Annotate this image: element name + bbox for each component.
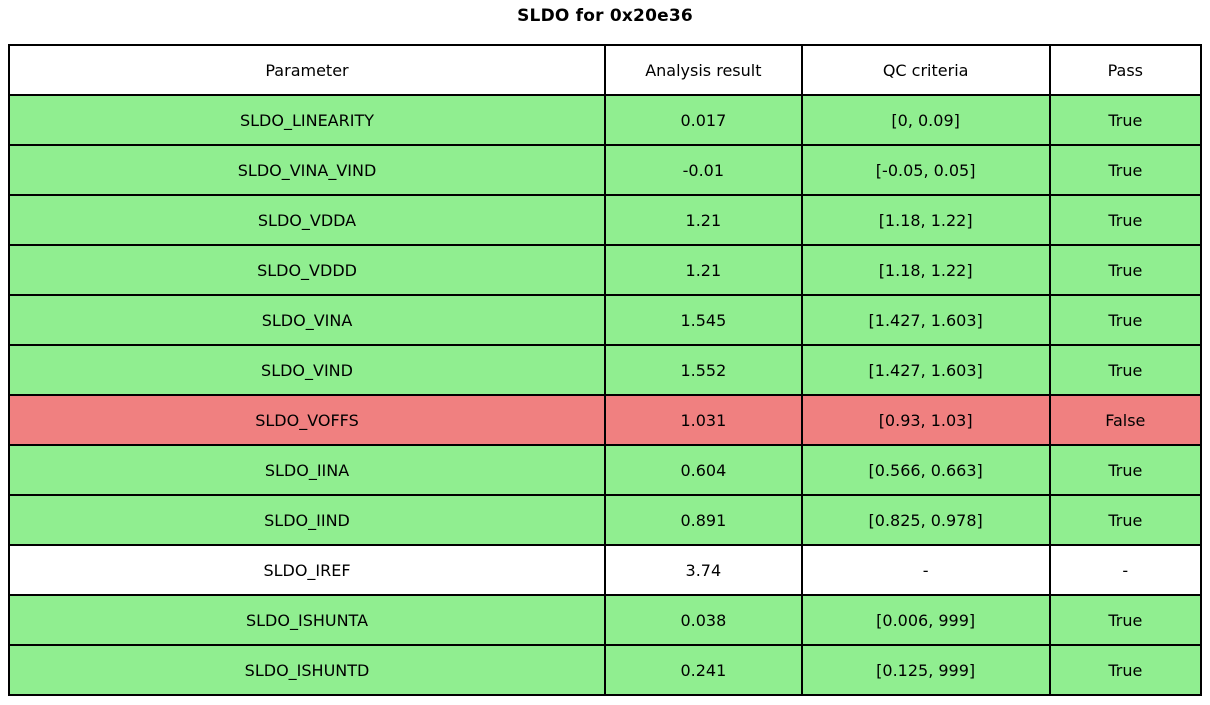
analysis-result-cell: 0.241 xyxy=(604,644,803,696)
analysis-result-cell: 1.031 xyxy=(604,394,803,446)
table-row: SLDO_IIND 0.891 [0.825, 0.978] True xyxy=(7,494,1203,546)
qc-criteria-cell: [0, 0.09] xyxy=(800,94,1051,146)
table-row: SLDO_IREF 3.74- - xyxy=(7,544,1203,596)
pass-cell: True xyxy=(1048,444,1203,496)
analysis-result-cell: 1.552 xyxy=(604,344,803,396)
table-row: SLDO_VDDA 1.21 [1.18, 1.22] True xyxy=(7,194,1203,246)
parameter-cell: SLDO_VDDD xyxy=(7,244,607,296)
header-row: Parameter Analysis result QC criteria Pa… xyxy=(7,44,1203,96)
qc-criteria-cell: [0.006, 999] xyxy=(800,594,1051,646)
parameter-cell: SLDO_ISHUNTD xyxy=(7,644,607,696)
table-row: SLDO_VOFFS 1.031 [0.93, 1.03] False xyxy=(7,394,1203,446)
pass-cell: True xyxy=(1048,294,1203,346)
parameter-cell: SLDO_IIND xyxy=(7,494,607,546)
parameter-cell: SLDO_ISHUNTA xyxy=(7,594,607,646)
pass-cell: True xyxy=(1048,194,1203,246)
pass-cell: False xyxy=(1048,394,1203,446)
parameter-cell: SLDO_VOFFS xyxy=(7,394,607,446)
qc-criteria-cell: [1.427, 1.603] xyxy=(800,294,1051,346)
page-title: SLDO for 0x20e36 xyxy=(517,6,693,26)
analysis-result-cell: 1.21 xyxy=(604,244,803,296)
column-header-parameter: Parameter xyxy=(7,44,607,96)
analysis-result-cell: 0.891 xyxy=(604,494,803,546)
parameter-cell: SLDO_IINA xyxy=(7,444,607,496)
table-row: SLDO_IINA 0.604 [0.566, 0.663] True xyxy=(7,444,1203,496)
table-row: SLDO_VINA_VIND -0.01 [-0.05, 0.05] True xyxy=(7,144,1203,196)
pass-cell: True xyxy=(1048,94,1203,146)
pass-cell: - xyxy=(1048,544,1203,596)
parameter-cell: SLDO_VINA xyxy=(7,294,607,346)
column-header-pass: Pass xyxy=(1048,44,1203,96)
qc-criteria-cell: [0.566, 0.663] xyxy=(800,444,1051,496)
table-body: SLDO_LINEARITY 0.017 [0, 0.09] True SLDO_VIN… xyxy=(7,94,1203,696)
qc-results-table: Parameter Analysis result QC criteria Pa… xyxy=(7,44,1203,696)
table-row: SLDO_VIND 1.552 [1.427, 1.603] True xyxy=(7,344,1203,396)
qc-criteria-cell: [0.825, 0.978] xyxy=(800,494,1051,546)
parameter-cell: SLDO_VIND xyxy=(7,344,607,396)
pass-cell: True xyxy=(1048,494,1203,546)
qc-criteria-cell: [1.18, 1.22] xyxy=(800,194,1051,246)
pass-cell: True xyxy=(1048,144,1203,196)
pass-cell: True xyxy=(1048,644,1203,696)
table-row: SLDO_ISHUNTD 0.241 [0.125, 999] True xyxy=(7,644,1203,696)
pass-cell: True xyxy=(1048,344,1203,396)
table-row: SLDO_VINA 1.545 [1.427, 1.603] True xyxy=(7,294,1203,346)
analysis-result-cell: 1.21 xyxy=(604,194,803,246)
qc-criteria-cell: [-0.05, 0.05] xyxy=(800,144,1051,196)
parameter-cell: SLDO_LINEARITY xyxy=(7,94,607,146)
analysis-result-cell: 3.74 xyxy=(604,544,803,596)
analysis-result-cell: 1.545 xyxy=(604,294,803,346)
parameter-cell: SLDO_VDDA xyxy=(7,194,607,246)
analysis-result-cell: 0.604 xyxy=(604,444,803,496)
analysis-result-cell: -0.01 xyxy=(604,144,803,196)
analysis-result-cell: 0.038 xyxy=(604,594,803,646)
table-row: SLDO_VDDD 1.21 [1.18, 1.22] True xyxy=(7,244,1203,296)
table-row: SLDO_LINEARITY 0.017 [0, 0.09] True xyxy=(7,94,1203,146)
table-row: SLDO_ISHUNTA 0.038 [0.006, 999] True xyxy=(7,594,1203,646)
qc-criteria-cell: [1.427, 1.603] xyxy=(800,344,1051,396)
pass-cell: True xyxy=(1048,594,1203,646)
parameter-cell: SLDO_VINA_VIND xyxy=(7,144,607,196)
pass-cell: True xyxy=(1048,244,1203,296)
qc-criteria-cell: [0.93, 1.03] xyxy=(800,394,1051,446)
column-header-analysis-result: Analysis result xyxy=(604,44,803,96)
column-header-qc-criteria: QC criteria xyxy=(800,44,1051,96)
qc-criteria-cell: [0.125, 999] xyxy=(800,644,1051,696)
qc-criteria-cell: - xyxy=(800,544,1051,596)
analysis-result-cell: 0.017 xyxy=(604,94,803,146)
qc-criteria-cell: [1.18, 1.22] xyxy=(800,244,1051,296)
parameter-cell: SLDO_IREF xyxy=(7,544,607,596)
